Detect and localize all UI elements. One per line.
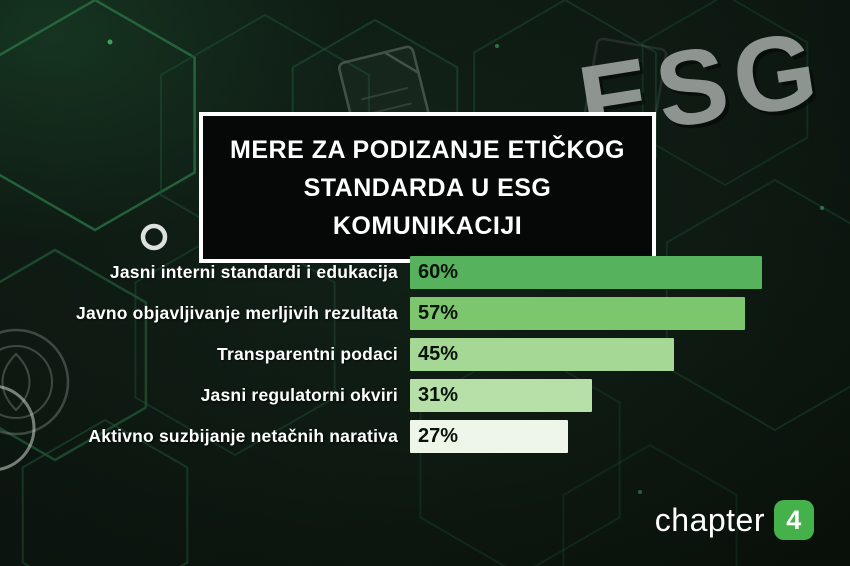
- dot-accent: [495, 44, 499, 48]
- hexagon-shape: [562, 443, 738, 566]
- bar: 45%: [410, 338, 674, 371]
- bar: 60%: [410, 256, 762, 289]
- chapter4-logo: chapter 4: [655, 500, 814, 540]
- hexagon-shape: [134, 223, 336, 457]
- bar-value: 57%: [418, 302, 459, 324]
- circular-emblem: [0, 328, 70, 436]
- chart-title-box: MERE ZA PODIZANJE ETIČKOG STANDARDA U ES…: [199, 112, 656, 263]
- ring-accent: [140, 223, 168, 251]
- chart-row: Jasni regulatorni okviri 31%: [0, 379, 850, 412]
- bar-label: Jasni regulatorni okviri: [200, 385, 398, 405]
- dot-accent: [638, 490, 642, 494]
- chart-title-line1: MERE ZA PODIZANJE ETIČKOG: [230, 136, 625, 164]
- dot-accent: [820, 206, 824, 210]
- hexagon-shape: [641, 0, 809, 187]
- bar: 27%: [410, 420, 568, 453]
- bar-label: Transparentni podaci: [217, 344, 398, 364]
- bar-value: 27%: [418, 425, 459, 447]
- bar-value: 60%: [418, 261, 459, 283]
- bar-value: 31%: [418, 384, 459, 406]
- chart-row: Javno objavljivanje merljivih rezultata 5…: [0, 297, 850, 330]
- chapter4-logo-icon: 4: [774, 500, 814, 540]
- bar-label: Jasni interni standardi i edukacija: [109, 262, 398, 282]
- bar-label: Javno objavljivanje merljivih rezultata: [76, 303, 398, 323]
- bar-value: 45%: [418, 343, 459, 365]
- bar: 57%: [410, 297, 745, 330]
- hexagon-shape: [0, 248, 148, 462]
- chart-title-line2: STANDARDA U ESG KOMUNIKACIJI: [303, 174, 552, 240]
- chart-row: Transparentni podaci 45%: [0, 338, 850, 371]
- chart-row: Jasni interni standardi i edukacija 60%: [0, 256, 850, 289]
- dot-accent: [107, 39, 113, 45]
- chart-row: Aktivno suzbijanje netačnih narativa 27%: [0, 420, 850, 453]
- bar: 31%: [410, 379, 592, 412]
- ring-accent: [0, 385, 36, 471]
- bar-label: Aktivno suzbijanje netačnih narativa: [88, 426, 398, 446]
- horizontal-bar-chart: Jasni interni standardi i edukacija 60% Ja…: [0, 256, 850, 461]
- chapter4-logo-icon-number: 4: [786, 504, 802, 535]
- hexagon-shape: [0, 0, 196, 232]
- hexagon-shape: [21, 418, 189, 566]
- hexagon-shape: [665, 178, 850, 432]
- chapter4-logo-text: chapter: [654, 501, 765, 538]
